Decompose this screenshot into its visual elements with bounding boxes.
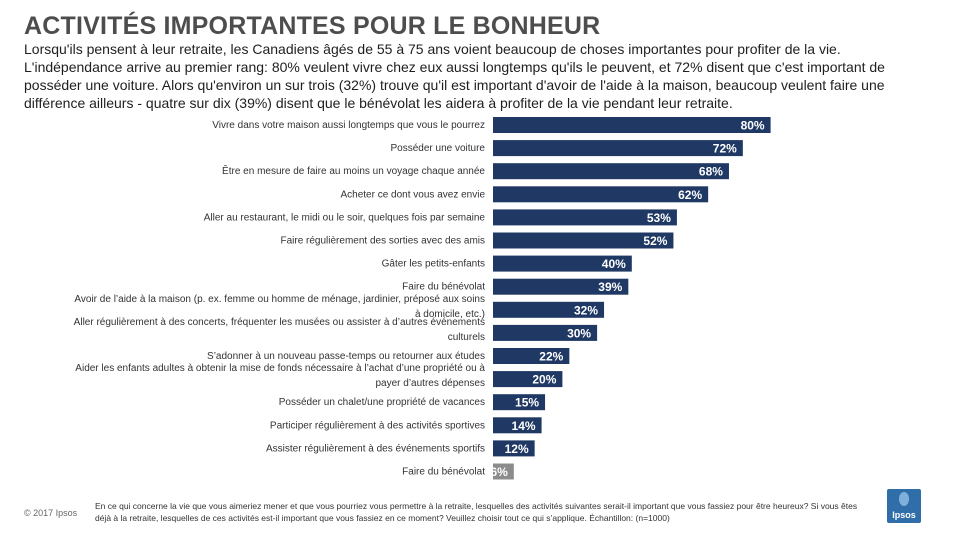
bar (493, 440, 535, 457)
category-label: Aller au restaurant, le midi ou le soir,… (204, 212, 486, 223)
bar-row: 39% Faire du bénévolat (402, 278, 629, 295)
bar-row: 68% Être en mesure de faire au moins un v… (222, 163, 729, 180)
bar (493, 371, 563, 388)
category-label: Participer régulièrement à des activités… (270, 420, 485, 431)
bar-value-label: 6% (490, 465, 508, 479)
category-label: Aider les enfants adultes à obtenir la m… (75, 363, 485, 389)
bar-value-label: 40% (602, 257, 626, 271)
bar-value-label: 72% (713, 142, 737, 156)
bar (493, 463, 514, 480)
bar (493, 186, 709, 203)
page-title: ACTIVITÉS IMPORTANTES POUR LE BONHEUR (24, 12, 601, 40)
bar (493, 301, 605, 318)
bar-row: 40% Gâter les petits-enfants (382, 255, 632, 272)
bar (493, 394, 546, 411)
bar-row: 12% Assister régulièrement à des événemen… (266, 440, 535, 457)
category-label: Posséder une voiture (390, 143, 485, 154)
bar (493, 348, 570, 364)
bar (493, 324, 598, 341)
bar-value-label: 20% (532, 373, 556, 387)
category-label: Aller régulièrement à des concerts, fréq… (74, 317, 485, 343)
ipsos-logo: Ipsos (887, 489, 921, 523)
category-label: Vivre dans votre maison aussi longtemps … (212, 120, 485, 131)
category-label: Posséder un chalet/une propriété de vaca… (279, 397, 485, 408)
category-label: Acheter ce dont vous avez envie (340, 189, 485, 200)
bar-value-label: 30% (567, 326, 591, 340)
logo-mark-icon (899, 492, 909, 506)
category-label: S’adonner à un nouveau passe-temps ou re… (207, 351, 485, 362)
bar-value-label: 22% (539, 350, 563, 364)
bar-value-label: 68% (699, 165, 723, 179)
bar-chart: 80% Vivre dans votre maison aussi longtem… (74, 117, 771, 480)
bar-row: 20% Aider les enfants adultes à obtenir l… (75, 363, 563, 389)
bar-row: 62% Acheter ce dont vous avez envie (340, 186, 709, 203)
bar-value-label: 39% (598, 280, 622, 294)
category-label: Gâter les petits-enfants (382, 259, 485, 270)
bar-row: 80% Vivre dans votre maison aussi longtem… (212, 117, 771, 133)
bar (493, 417, 542, 434)
bar (493, 232, 674, 249)
category-label: Faire du bénévolat (402, 282, 485, 293)
bar-row: 14% Participer régulièrement à des activi… (270, 417, 542, 434)
bar-value-label: 32% (574, 303, 598, 317)
category-label: Être en mesure de faire au moins un voya… (222, 164, 485, 177)
category-label: Assister régulièrement à des événements … (266, 443, 485, 454)
bar-value-label: 53% (647, 211, 671, 225)
bar-row: 15% Posséder un chalet/une propriété de v… (279, 394, 546, 411)
bar-value-label: 80% (741, 119, 765, 133)
bar-value-label: 52% (643, 234, 667, 248)
logo-text: Ipsos (892, 510, 916, 520)
bar (493, 209, 677, 226)
bar (493, 278, 629, 295)
category-label: Faire du bénévolat (402, 467, 485, 478)
copyright: © 2017 Ipsos (24, 508, 78, 518)
bar-row: 53% Aller au restaurant, le midi ou le so… (204, 209, 677, 226)
category-label: Avoir de l’aide à la maison (p. ex. femm… (74, 294, 485, 320)
intro-paragraph: Lorsqu'ils pensent à leur retraite, les … (24, 41, 885, 111)
bar (493, 117, 771, 133)
bar (493, 140, 743, 157)
bar (493, 163, 729, 180)
bar-row: 32% Avoir de l’aide à la maison (p. ex. f… (74, 294, 605, 320)
bar-row: 72% Posséder une voiture (390, 140, 743, 157)
bar-value-label: 14% (512, 419, 536, 433)
bar-value-label: 12% (505, 442, 529, 456)
bar (493, 255, 632, 272)
bar-value-label: 15% (515, 396, 539, 410)
bar-row: 52% Faire régulièrement des sorties avec … (280, 232, 674, 249)
question-note: En ce qui concerne la vie que vous aimer… (95, 501, 858, 523)
bar-row: 22% S’adonner à un nouveau passe-temps ou… (207, 348, 570, 364)
bar-row: 30% Aller régulièrement à des concerts, f… (74, 317, 598, 343)
bar-value-label: 62% (678, 188, 702, 202)
category-label: Faire régulièrement des sorties avec des… (280, 236, 485, 247)
bar-row: 6% Faire du bénévolat (402, 463, 514, 480)
